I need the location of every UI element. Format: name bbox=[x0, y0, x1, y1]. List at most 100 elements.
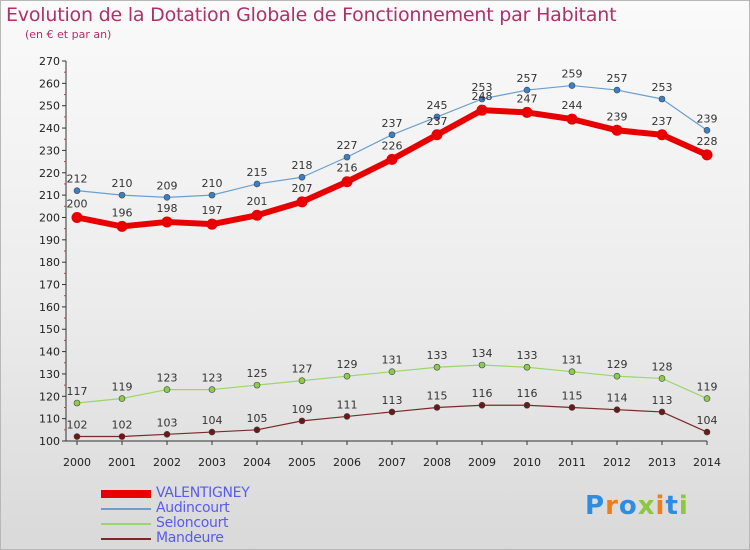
data-point-mandeure bbox=[613, 406, 621, 414]
data-point-mandeure bbox=[478, 401, 486, 409]
data-label-mandeure: 111 bbox=[337, 398, 358, 411]
data-point-mandeure bbox=[433, 404, 441, 411]
data-label-valentigney: 248 bbox=[472, 90, 493, 103]
y-tick-label: 100 bbox=[39, 435, 60, 448]
legend-swatch bbox=[101, 538, 151, 540]
data-point-valentigney bbox=[116, 220, 128, 232]
data-point-audincourt bbox=[118, 191, 126, 199]
data-point-audincourt bbox=[613, 86, 621, 94]
data-point-audincourt bbox=[208, 191, 216, 199]
data-label-seloncourt: 129 bbox=[337, 358, 358, 371]
chart-title: Evolution de la Dotation Globale de Fonc… bbox=[6, 4, 617, 26]
data-label-valentigney: 228 bbox=[697, 135, 718, 148]
data-point-audincourt bbox=[253, 180, 261, 188]
data-label-mandeure: 102 bbox=[67, 419, 88, 432]
x-tick-label: 2014 bbox=[693, 456, 721, 469]
x-tick-label: 2013 bbox=[648, 456, 676, 469]
data-label-audincourt: 218 bbox=[292, 159, 313, 172]
data-point-seloncourt bbox=[523, 363, 531, 371]
data-point-audincourt bbox=[298, 173, 306, 181]
logo-letter: P bbox=[585, 491, 606, 521]
legend-item: Mandeure bbox=[101, 530, 361, 546]
data-label-mandeure: 102 bbox=[112, 419, 133, 432]
x-tick-label: 2001 bbox=[108, 456, 136, 469]
data-label-seloncourt: 129 bbox=[607, 358, 628, 371]
legend-swatch bbox=[101, 523, 151, 525]
data-point-seloncourt bbox=[388, 368, 396, 376]
data-point-audincourt bbox=[73, 187, 81, 194]
data-label-seloncourt: 119 bbox=[697, 381, 718, 394]
logo-letter: o bbox=[618, 491, 638, 521]
data-point-seloncourt bbox=[613, 372, 621, 380]
data-point-audincourt bbox=[388, 131, 396, 139]
y-tick-label: 150 bbox=[39, 323, 60, 336]
data-label-mandeure: 104 bbox=[202, 414, 223, 427]
data-label-audincourt: 257 bbox=[517, 72, 538, 85]
data-label-valentigney: 196 bbox=[112, 206, 133, 219]
data-point-mandeure bbox=[73, 433, 81, 440]
data-point-mandeure bbox=[388, 408, 396, 416]
y-tick-label: 260 bbox=[39, 77, 60, 90]
data-label-seloncourt: 128 bbox=[652, 360, 673, 373]
data-point-seloncourt bbox=[298, 377, 306, 384]
y-tick-label: 160 bbox=[39, 301, 60, 314]
y-tick-label: 270 bbox=[39, 55, 60, 68]
data-label-seloncourt: 123 bbox=[202, 372, 223, 385]
y-tick-label: 250 bbox=[39, 100, 60, 113]
data-point-seloncourt bbox=[568, 368, 576, 376]
legend-item: Seloncourt bbox=[101, 515, 361, 531]
data-point-audincourt bbox=[478, 95, 486, 103]
data-point-mandeure bbox=[523, 401, 531, 409]
data-label-mandeure: 115 bbox=[427, 389, 448, 402]
data-point-seloncourt bbox=[433, 363, 441, 371]
data-point-seloncourt bbox=[478, 361, 486, 369]
data-point-valentigney bbox=[431, 129, 443, 141]
data-label-audincourt: 245 bbox=[427, 99, 448, 112]
data-point-valentigney bbox=[566, 113, 578, 125]
data-label-audincourt: 210 bbox=[202, 177, 223, 190]
data-label-mandeure: 115 bbox=[562, 389, 583, 402]
data-point-valentigney bbox=[161, 216, 173, 228]
chart-data-labels: 212 210 209 210 215 218 227 237 245 253 257 259 257 2… bbox=[67, 68, 718, 432]
data-label-valentigney: 197 bbox=[202, 204, 223, 217]
data-point-seloncourt bbox=[343, 372, 351, 380]
data-point-mandeure bbox=[343, 413, 351, 420]
data-label-seloncourt: 119 bbox=[112, 381, 133, 394]
data-label-mandeure: 114 bbox=[607, 392, 628, 405]
data-label-audincourt: 259 bbox=[562, 68, 583, 81]
data-point-mandeure bbox=[658, 408, 666, 416]
data-label-seloncourt: 125 bbox=[247, 367, 268, 380]
data-point-valentigney bbox=[611, 124, 623, 136]
data-point-valentigney bbox=[386, 153, 398, 165]
data-label-audincourt: 237 bbox=[382, 117, 403, 130]
logo-letter: i bbox=[678, 491, 689, 521]
data-label-valentigney: 244 bbox=[562, 99, 583, 112]
legend-item: VALENTIGNEY bbox=[101, 485, 361, 501]
data-point-seloncourt bbox=[163, 386, 171, 393]
y-tick-label: 140 bbox=[39, 346, 60, 359]
data-point-mandeure bbox=[208, 428, 216, 436]
data-point-valentigney bbox=[296, 196, 308, 208]
logo-letter: i bbox=[655, 491, 666, 521]
data-point-valentigney bbox=[521, 106, 533, 118]
chart-legend: VALENTIGNEY Audincourt Seloncourt Mandeure bbox=[101, 485, 361, 546]
data-point-seloncourt bbox=[118, 395, 126, 402]
logo-letter: x bbox=[637, 491, 656, 521]
data-point-audincourt bbox=[433, 113, 441, 121]
chart-subtitle: (en € et par an) bbox=[25, 28, 112, 41]
data-point-audincourt bbox=[523, 86, 531, 94]
x-tick-label: 2010 bbox=[513, 456, 541, 469]
data-label-seloncourt: 131 bbox=[382, 354, 403, 367]
data-label-seloncourt: 131 bbox=[562, 354, 583, 367]
data-label-audincourt: 239 bbox=[697, 112, 718, 125]
logo-letter: t bbox=[665, 491, 679, 521]
data-label-seloncourt: 127 bbox=[292, 363, 313, 376]
data-label-seloncourt: 134 bbox=[472, 347, 493, 360]
data-point-valentigney bbox=[251, 209, 263, 221]
y-tick-label: 180 bbox=[39, 256, 60, 269]
data-label-valentigney: 201 bbox=[247, 195, 268, 208]
data-label-valentigney: 237 bbox=[427, 115, 448, 128]
x-tick-label: 2002 bbox=[153, 456, 181, 469]
y-tick-label: 210 bbox=[39, 189, 60, 202]
